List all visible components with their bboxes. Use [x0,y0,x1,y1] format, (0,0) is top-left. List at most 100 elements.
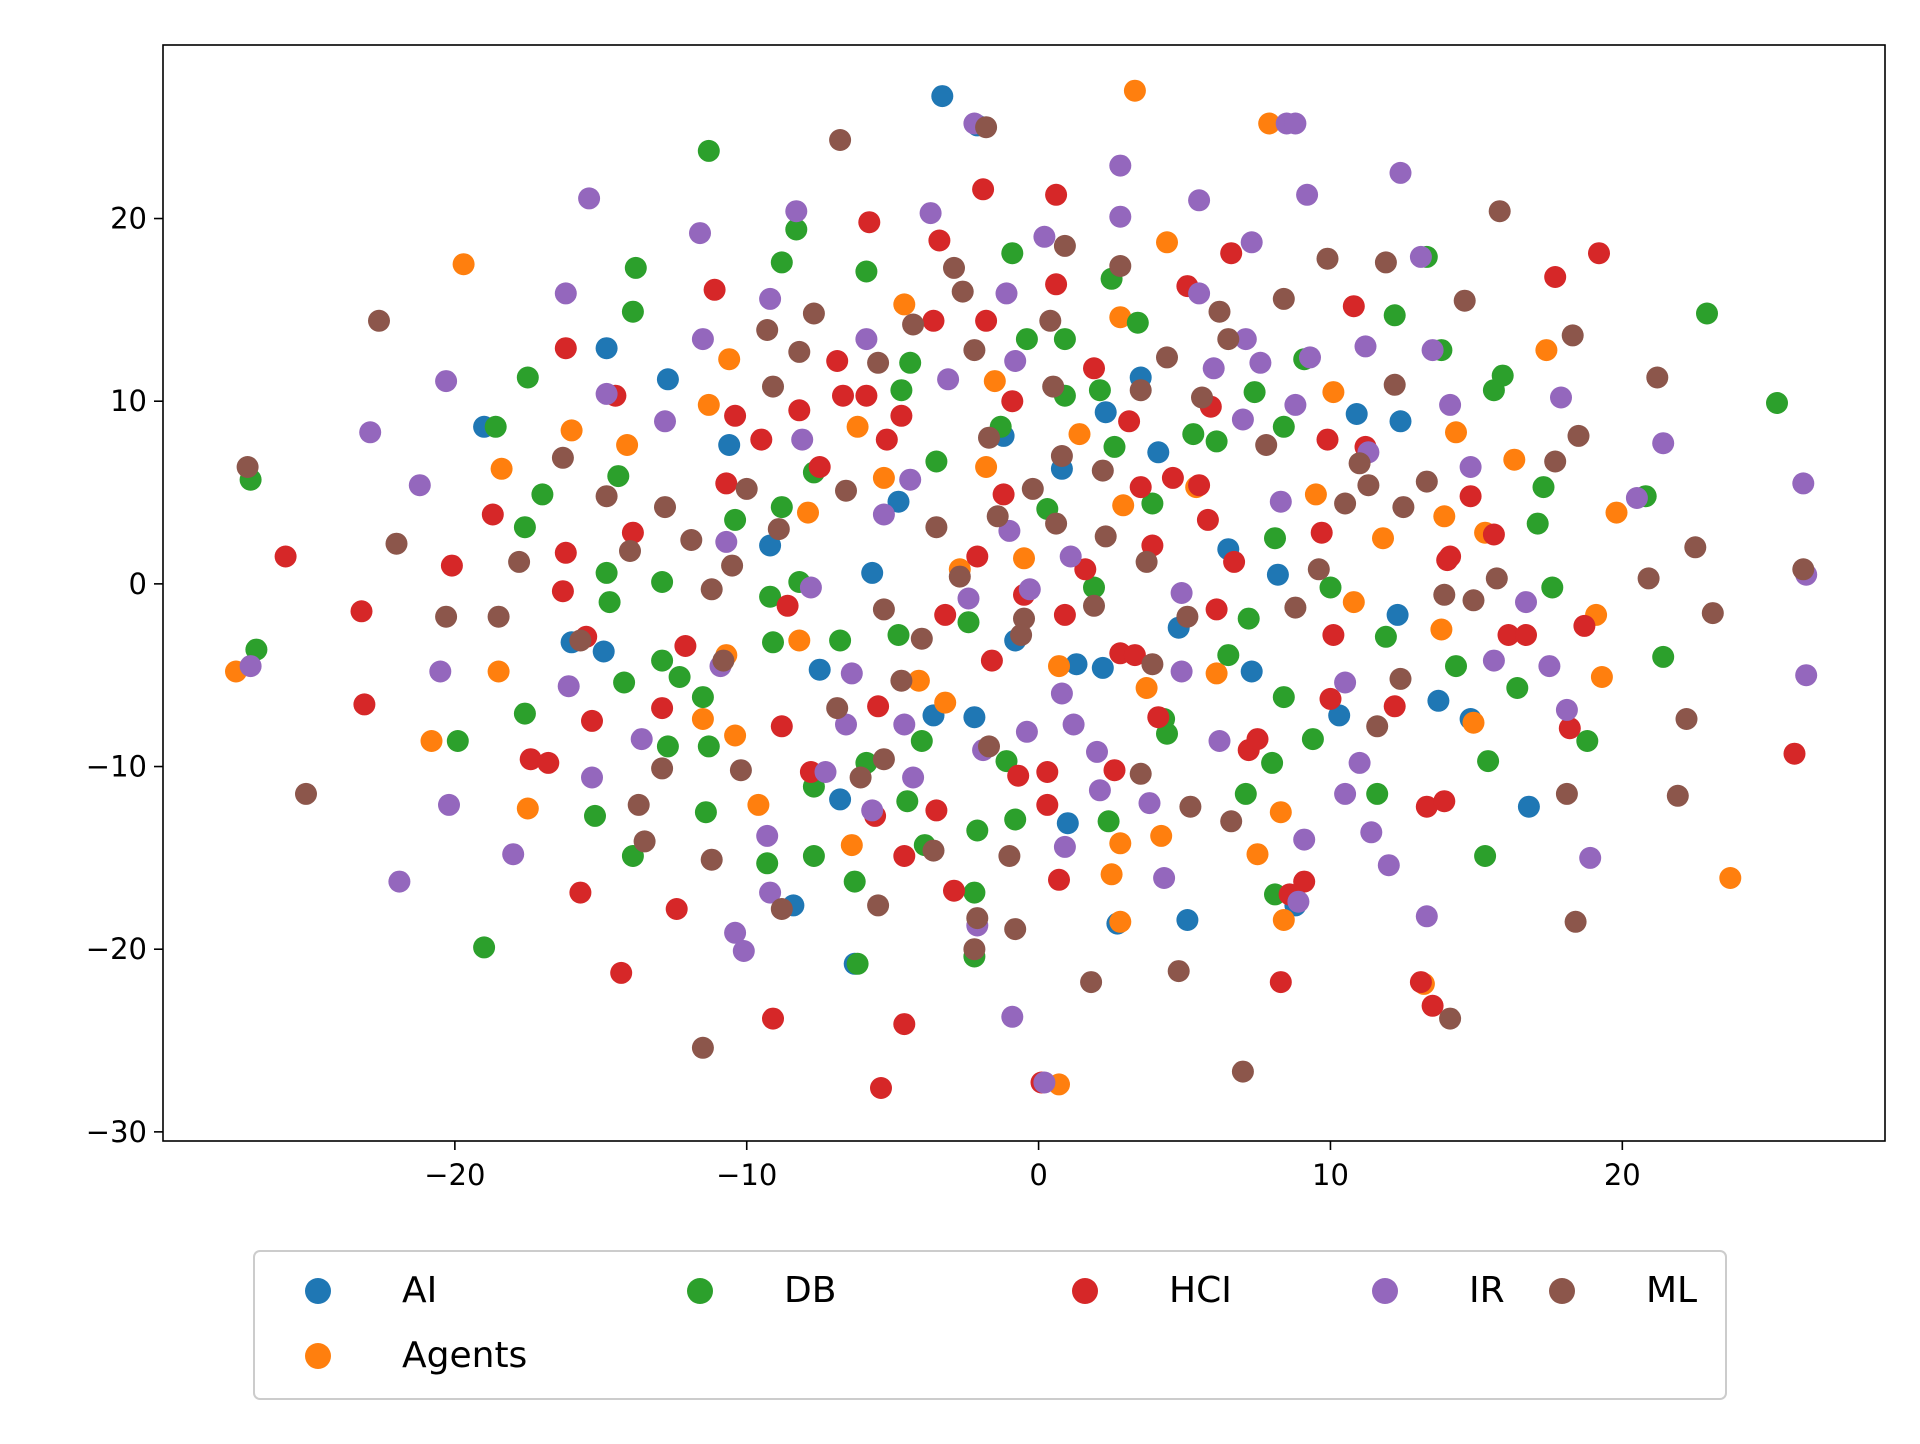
data-point [1231,1060,1254,1083]
data-point [1243,381,1266,404]
data-point [1129,476,1152,499]
data-point [835,479,857,502]
data-point [925,450,948,473]
data-point [1477,750,1500,773]
data-point [1004,808,1027,831]
data-point [689,222,711,245]
data-point [735,477,758,500]
data-point [1579,846,1602,869]
data-point [1080,971,1103,994]
data-point [1561,324,1584,347]
data-point [1129,762,1152,785]
data-point [1176,909,1199,931]
data-point [750,428,773,451]
data-point [1272,287,1295,310]
data-point [1296,183,1319,206]
data-point [1053,835,1076,858]
data-point [799,576,822,599]
data-point [1156,346,1178,369]
data-point [595,337,618,360]
data-point [872,466,895,489]
data-point [843,870,866,893]
data-point [1039,309,1062,332]
data-point [1126,311,1149,334]
data-point [1342,591,1365,614]
data-point [1042,375,1065,398]
data-point [1322,381,1345,404]
data-point [1459,485,1482,508]
data-point [983,370,1006,393]
data-point [1053,328,1076,351]
data-point [1001,1005,1024,1028]
data-point [1109,306,1132,329]
data-point [1430,618,1453,641]
data-point [554,337,577,360]
data-point [1036,761,1059,783]
data-point [922,309,945,332]
data-point [1103,435,1126,458]
legend-marker [305,1278,331,1304]
data-point [481,503,504,526]
data-point [274,545,297,568]
data-point [893,845,916,867]
data-point [756,824,779,847]
data-point [802,302,825,325]
data-point [554,282,577,305]
data-point [1433,583,1456,606]
legend-item-agents: Agents [305,1335,527,1376]
data-point [966,545,989,568]
data-point [872,598,895,621]
axes-layer: −20 −10 0 10 20 −30 −20 −10 0 10 20 [86,202,1641,1192]
data-point [902,766,925,789]
data-point [516,797,539,820]
data-point [1515,624,1537,646]
data-point [1462,589,1485,612]
data-point [1150,824,1173,847]
data-point [1366,715,1389,738]
data-point [1033,1071,1056,1094]
data-point [1526,512,1549,535]
data-point [934,603,957,626]
data-point [516,366,539,389]
data-point [934,691,957,714]
data-point [1272,909,1295,931]
data-point [788,340,811,363]
data-point [1217,328,1240,351]
data-point [621,521,644,544]
data-point [621,845,644,867]
data-point [1091,459,1114,482]
data-point [978,426,1000,449]
data-point [770,715,793,738]
data-point [1445,655,1467,678]
legend-item-ml: ML [1549,1270,1697,1311]
data-point [1445,421,1467,444]
y-tick-label: 10 [110,384,147,418]
data-point [776,594,799,617]
data-point [759,881,782,904]
data-point [890,669,913,692]
data-point [1261,751,1284,774]
data-point [1538,655,1561,678]
data-point [1118,410,1141,433]
data-point [1056,812,1079,835]
data-point [1109,205,1132,228]
data-point [654,410,676,433]
data-point [1299,346,1321,369]
data-point [1415,470,1438,493]
data-point [861,561,884,584]
series-ml [236,116,1815,1083]
data-point [1304,483,1327,506]
data-point [1491,364,1514,387]
data-point [438,793,460,816]
data-point [1795,664,1818,687]
data-point [691,328,714,351]
data-point [621,300,644,323]
data-point [1625,487,1648,509]
data-point [826,350,849,372]
data-point [890,404,913,427]
data-point [1792,558,1815,581]
data-point [808,456,831,478]
data-point [893,293,916,316]
data-point [1053,603,1076,626]
data-point [762,375,784,398]
